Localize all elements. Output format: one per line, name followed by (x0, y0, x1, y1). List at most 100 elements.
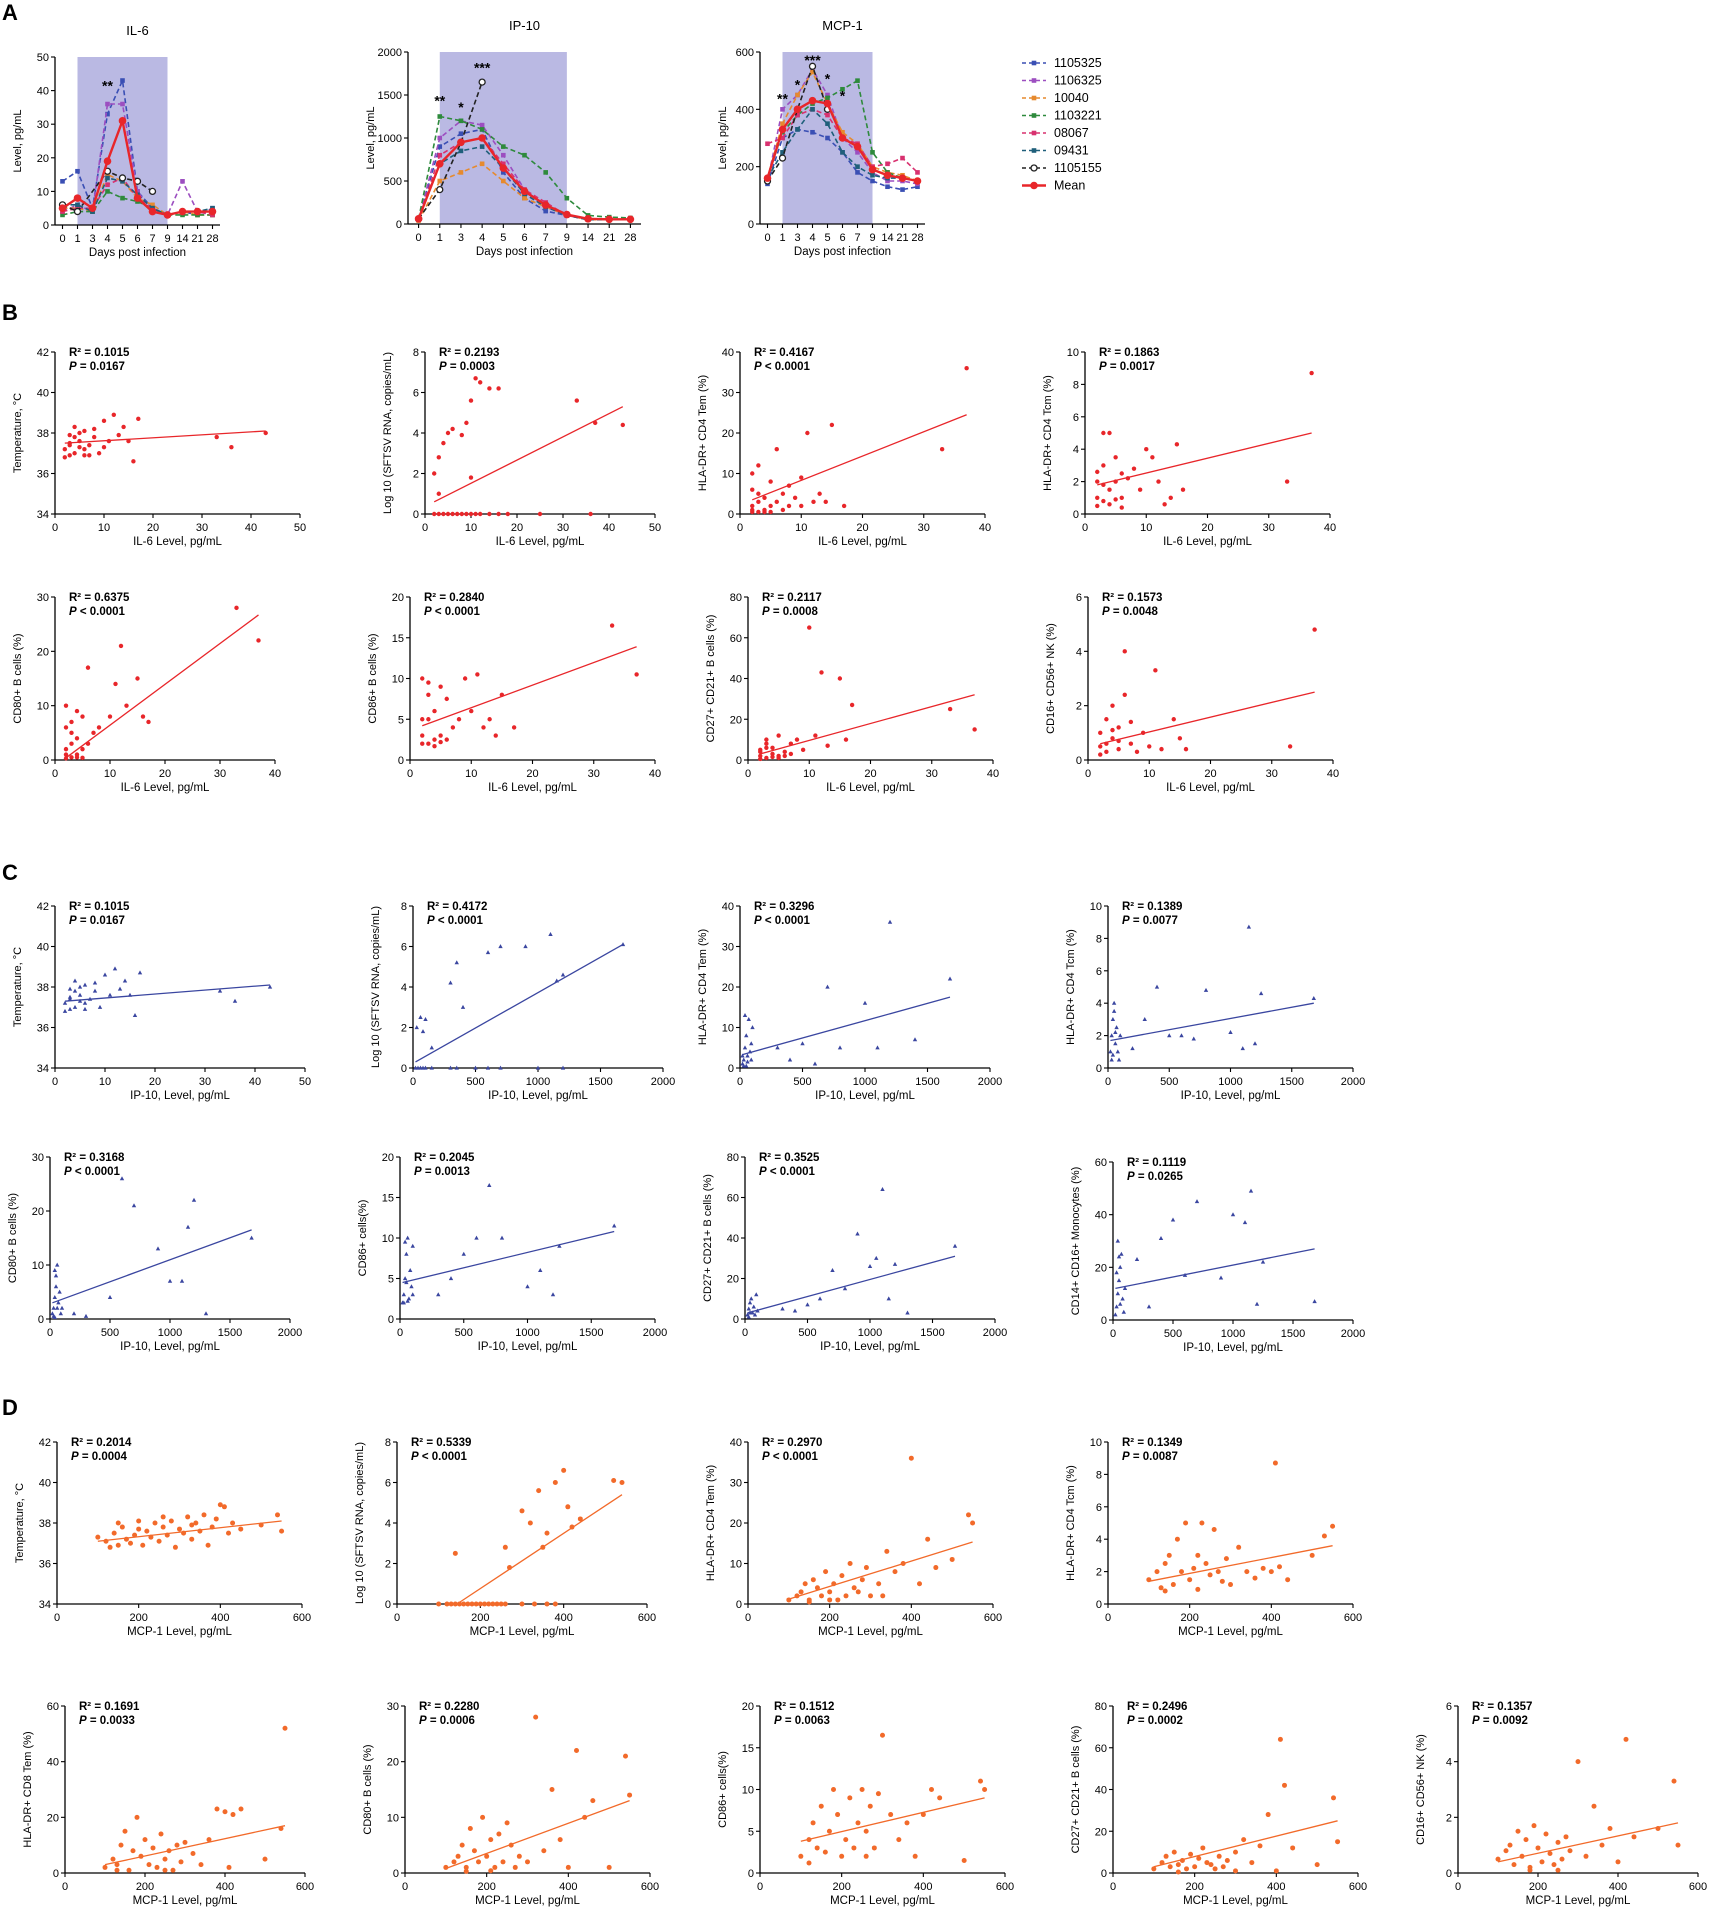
data-point (437, 114, 443, 119)
data-point (1115, 1291, 1120, 1296)
significance-marker: * (840, 88, 846, 104)
data-point (1309, 370, 1314, 376)
data-point (774, 447, 779, 452)
data-point (69, 755, 74, 760)
x-tick-label: 0 (407, 768, 413, 780)
data-point (409, 1284, 414, 1289)
series-line-1105155 (766, 63, 829, 182)
data-point (454, 1065, 459, 1070)
x-tick-label: 5 (500, 232, 506, 244)
data-point (498, 944, 503, 949)
y-tick-label: 4 (385, 1518, 391, 1530)
data-point (426, 692, 431, 697)
data-point (788, 751, 794, 757)
data-point (758, 749, 763, 755)
data-point (1111, 1000, 1117, 1005)
data-point (764, 737, 769, 742)
data-point (1204, 1860, 1210, 1866)
x-tick-label: 10 (98, 522, 110, 534)
data-point (140, 714, 146, 719)
y-tick-label: 80 (727, 1152, 739, 1164)
data-point (67, 996, 73, 1001)
x-axis-label: MCP-1 Level, pg/mL (830, 1895, 935, 1907)
data-point (501, 152, 506, 158)
data-point (1309, 1552, 1315, 1558)
regression-line (456, 1494, 623, 1605)
data-point (811, 499, 816, 505)
y-tick-label: 0 (43, 220, 49, 232)
data-point (978, 1778, 983, 1784)
y-tick-label: 0 (398, 755, 404, 767)
y-tick-label: 40 (1095, 1785, 1107, 1797)
data-point (148, 207, 157, 216)
x-tick-label: 5 (119, 233, 125, 245)
data-point (163, 211, 172, 219)
data-point (813, 733, 818, 738)
data-point (131, 459, 136, 464)
data-point (478, 134, 486, 142)
data-point (137, 970, 143, 975)
data-point (1192, 1864, 1198, 1870)
data-point (77, 430, 82, 436)
y-tick-label: 0 (728, 1063, 734, 1075)
data-point (478, 78, 486, 86)
x-tick-label: 0 (52, 1076, 58, 1088)
data-point (1287, 744, 1293, 749)
y-axis-label: Level, pg/mL (12, 110, 24, 173)
x-tick-label: 500 (798, 1327, 816, 1339)
data-point (67, 986, 73, 991)
x-tick-label: 40 (979, 522, 991, 534)
y-tick-label: 80 (1095, 1701, 1107, 1713)
y-tick-label: 0 (1101, 1868, 1107, 1880)
x-tick-label: 1500 (588, 1076, 612, 1088)
y-tick-label: 2 (1446, 1812, 1452, 1824)
data-point (880, 1187, 885, 1191)
data-point (516, 1853, 522, 1859)
data-point (487, 717, 492, 722)
x-tick-label: 500 (466, 1076, 484, 1088)
x-tick-label: 21 (896, 232, 908, 244)
y-tick-label: 20 (387, 1757, 399, 1769)
data-point (776, 733, 781, 738)
p-value: P < 0.0001 (427, 915, 484, 927)
data-point (83, 1313, 89, 1318)
data-point (1110, 1052, 1116, 1057)
data-point (1180, 487, 1186, 492)
data-point (913, 177, 922, 185)
data-point (840, 129, 845, 135)
y-tick-label: 6 (1446, 1701, 1452, 1713)
y-tick-label: 15 (392, 633, 404, 645)
r-squared: R² = 0.1349 (1122, 1437, 1182, 1449)
data-point (105, 111, 110, 117)
data-point (847, 1795, 853, 1801)
data-point (443, 1864, 449, 1870)
legend-marker (1031, 130, 1037, 136)
data-point (136, 1526, 142, 1532)
x-tick-label: 1 (779, 232, 785, 244)
data-point (278, 1825, 284, 1831)
data-point (1260, 1259, 1266, 1264)
data-point (53, 1273, 59, 1278)
y-tick-label: 38 (37, 428, 49, 440)
y-tick-label: 8 (1096, 1469, 1102, 1481)
data-point (482, 1601, 487, 1607)
y-tick-label: 0 (1096, 1599, 1102, 1611)
data-point (1218, 1275, 1224, 1280)
data-point (1170, 1582, 1176, 1588)
data-point (115, 1542, 121, 1548)
data-point (1140, 730, 1146, 736)
data-point (122, 978, 128, 983)
data-point (1284, 479, 1290, 484)
data-point (535, 1065, 541, 1070)
data-point (507, 1565, 512, 1571)
data-point (136, 1518, 142, 1524)
data-point (782, 749, 787, 755)
x-axis-label: IP-10, Level, pg/mL (820, 1341, 920, 1353)
x-tick-label: 9 (164, 233, 170, 245)
data-point (217, 988, 223, 993)
data-point (1265, 1812, 1271, 1818)
y-tick-label: 5 (748, 1826, 754, 1838)
scatter-c1: 34 36 38 40 42 0 10 20 30 40 50 IP-10, Level, pg/mL… (12, 901, 311, 1102)
x-axis-label: Days post infection (89, 247, 186, 259)
y-tick-label: 1000 (378, 133, 402, 145)
